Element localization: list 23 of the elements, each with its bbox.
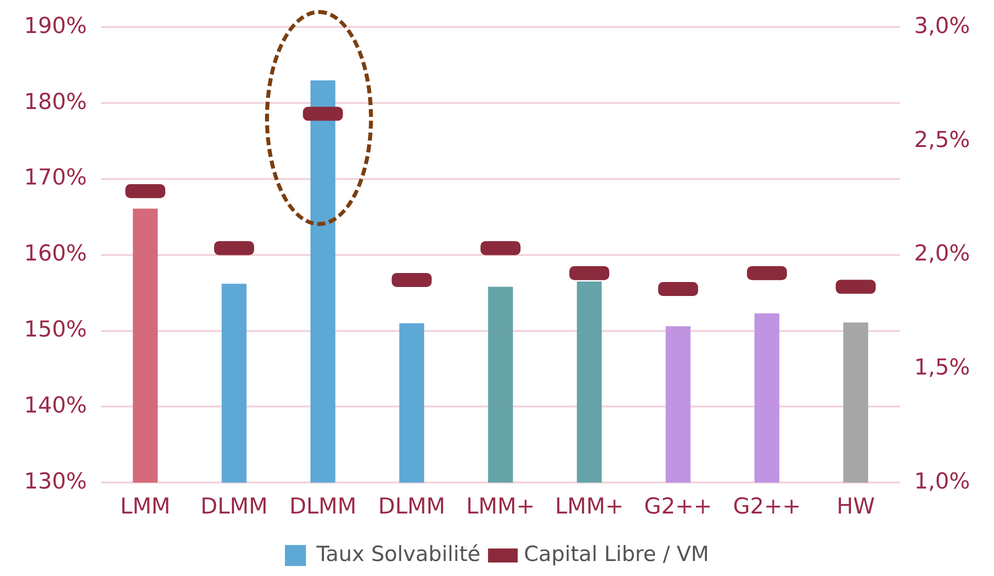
legend-label: Capital Libre / VM <box>524 542 710 566</box>
x-tick-label: LMM+ <box>466 494 535 520</box>
y2-tick-label: 2,5% <box>914 128 970 153</box>
y-tick-label: 170% <box>24 166 87 191</box>
y-tick-label: 140% <box>24 393 87 418</box>
y-tick-label: 180% <box>24 90 87 115</box>
x-tick-label: LMM+ <box>554 494 624 520</box>
x-tick-label: LMM <box>120 494 170 520</box>
y-tick-label: 150% <box>24 318 87 343</box>
x-tick-label: DLMM <box>378 494 446 520</box>
y2-tick-label: 1,5% <box>914 355 970 380</box>
y-tick-label: 190% <box>24 14 87 39</box>
y2-tick-label: 1,0% <box>914 469 970 494</box>
y-tick-label: 130% <box>24 469 87 494</box>
x-tick-label: G2++ <box>644 494 712 520</box>
y-tick-label: 160% <box>24 242 87 267</box>
x-tick-label: DLMM <box>200 494 268 520</box>
legend-label: Taux Solvabilité <box>315 542 480 566</box>
y2-tick-label: 2,0% <box>914 242 970 267</box>
x-tick-label: DLMM <box>289 494 356 520</box>
x-tick-label: G2++ <box>732 494 801 520</box>
x-tick-label: HW <box>836 494 876 520</box>
y2-tick-label: 3,0% <box>914 14 970 39</box>
